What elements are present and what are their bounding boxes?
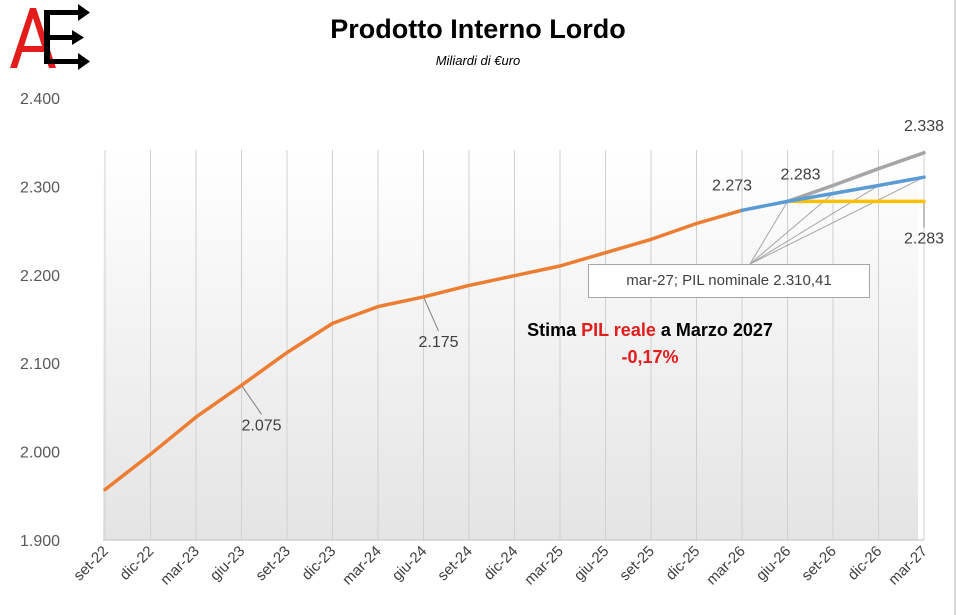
data-label: 2.175 [418,334,458,351]
data-label: 2.075 [241,417,281,434]
annotation-highlight: PIL reale [581,320,656,340]
data-label: 2.283 [780,166,820,183]
y-tick-label: 2.200 [20,268,60,285]
x-tick-label: dic-25 [662,543,703,584]
callout-leader-line [749,176,925,265]
label-leader-line [241,385,262,415]
x-tick-label: set-22 [70,543,112,585]
label-leader-line [423,296,439,332]
data-label: 2.338 [904,118,944,135]
x-tick-label: mar-23 [157,543,203,589]
x-tick-label: set-25 [616,543,658,585]
y-tick-label: 2.300 [20,179,60,196]
x-tick-label: dic-24 [480,543,521,584]
callout-leader-line [749,185,879,265]
x-tick-label: mar-24 [339,543,385,589]
ae-logo [10,4,90,70]
series-line-upper [785,151,926,204]
x-tick-label: dic-23 [298,543,339,584]
series-line-nominal [740,175,926,213]
series-line-historical [103,208,744,492]
y-tick-label: 2.000 [20,445,60,462]
callout-leader-line [749,201,788,265]
annotation-value: -0,17% [621,347,679,367]
x-tick-label: set-26 [798,543,840,585]
y-tick-label: 1.900 [20,533,60,550]
data-label: 2.273 [712,177,752,194]
y-tick-label: 2.400 [20,91,60,108]
data-label: 2.283 [904,230,944,247]
x-tick-label: mar-26 [703,543,749,589]
chart-title: Prodotto Interno Lordo [330,14,626,44]
x-tick-label: mar-27 [885,543,931,589]
chart-subtitle: Miliardi di €uro [435,53,521,68]
x-tick-label: dic-26 [844,543,885,584]
plot-background [103,150,918,540]
x-tick-label: dic-22 [116,543,157,584]
annotation-line-1: Stima PIL reale a Marzo 2027 [470,317,830,344]
y-tick-label: 2.100 [20,356,60,373]
callout-leader-line [749,193,834,265]
x-tick-label: set-24 [434,543,476,585]
annotation-prefix: Stima [527,320,582,340]
x-tick-label: set-23 [252,543,294,585]
x-tick-label: giu-25 [571,543,613,585]
annotation-suffix: a Marzo 2027 [655,320,773,340]
estimate-annotation: Stima PIL reale a Marzo 2027 -0,17% [470,317,830,371]
x-tick-label: giu-23 [207,543,249,585]
x-tick-label: mar-25 [521,543,567,589]
x-tick-label: giu-24 [389,543,431,585]
x-tick-label: giu-26 [753,543,795,585]
callout-box: mar-27; PIL nominale 2.310,41 [588,264,870,298]
